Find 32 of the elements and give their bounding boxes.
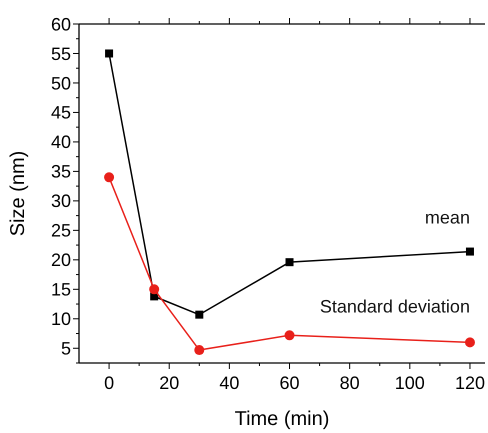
y-tick-label: 10 [50, 309, 71, 330]
series-label: Standard deviation [320, 296, 470, 316]
point [286, 258, 294, 266]
point [104, 172, 114, 182]
x-tick-label: 60 [280, 373, 300, 393]
point [284, 330, 295, 340]
x-tick-label: 40 [219, 373, 240, 393]
y-tick-label: 30 [50, 191, 71, 212]
y-tick-label: 60 [50, 14, 71, 34]
y-tick-label: 40 [50, 132, 71, 152]
x-tick-label: 0 [104, 373, 114, 393]
y-tick-label: 35 [50, 162, 71, 182]
series-label: mean [424, 208, 470, 228]
x-tick-label: 20 [159, 373, 180, 393]
y-tick-label: 25 [50, 220, 71, 241]
y-tick-label: 45 [50, 102, 71, 123]
y-tick-label: 20 [50, 250, 71, 270]
y-tick-label: 5 [60, 338, 71, 359]
x-tick-label: 80 [340, 373, 360, 393]
point [195, 310, 204, 319]
x-tick-label: 120 [454, 373, 485, 393]
point [105, 49, 114, 58]
y-axis-title: Size (nm) [7, 150, 29, 236]
point [464, 337, 475, 348]
point [466, 248, 474, 256]
y-tick-label: 50 [50, 73, 71, 94]
x-axis-title: Time (min) [234, 408, 330, 430]
point [194, 345, 204, 356]
x-tick-label: 100 [394, 373, 425, 393]
y-tick-label: 55 [50, 44, 71, 64]
y-tick-label: 15 [50, 280, 71, 300]
point [149, 284, 160, 294]
